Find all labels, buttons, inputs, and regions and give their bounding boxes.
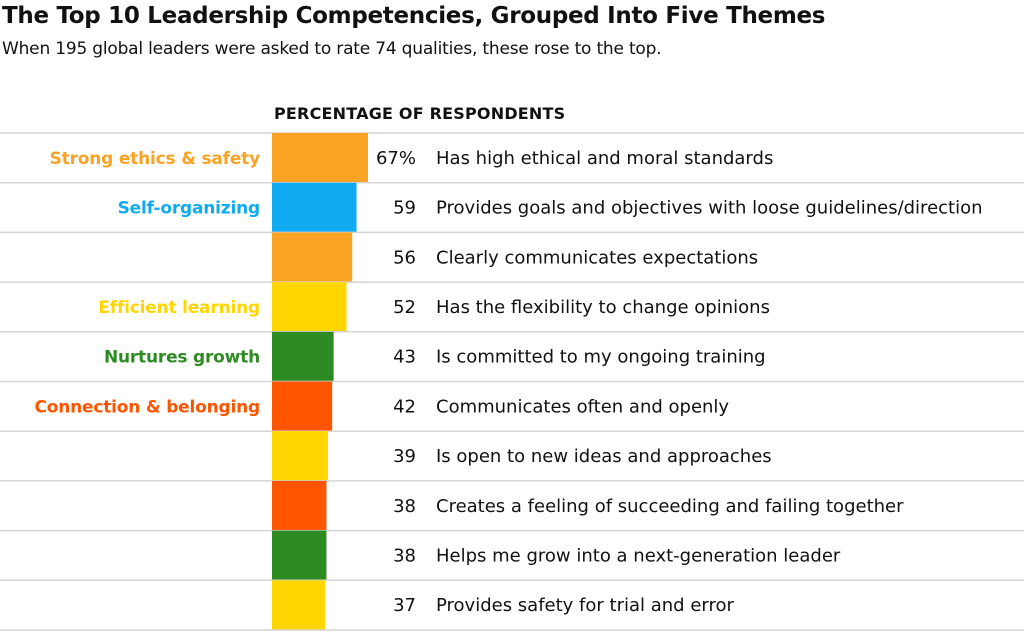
theme-label: Strong ethics & safety [50, 149, 261, 169]
theme-label: Efficient learning [98, 298, 260, 318]
category-label: Is committed to my ongoing training [436, 347, 766, 368]
bar [272, 580, 326, 630]
chart-title: The Top 10 Leadership Competencies, Grou… [2, 3, 826, 29]
bar [272, 182, 357, 233]
value-label: 42 [393, 396, 416, 417]
theme-label: Connection & belonging [34, 397, 260, 417]
category-label: Has the flexibility to change opinions [436, 297, 770, 318]
chart-subtitle: When 195 global leaders were asked to ra… [2, 39, 662, 59]
category-label: Is open to new ideas and approaches [436, 446, 772, 467]
category-label: Provides goals and objectives with loose… [436, 198, 983, 219]
value-label: 56 [393, 247, 416, 268]
value-label: 38 [393, 496, 416, 517]
bar [272, 530, 327, 581]
bar [272, 232, 353, 283]
category-label: Provides safety for trial and error [436, 595, 735, 616]
bar [272, 381, 333, 432]
value-label: 52 [393, 297, 416, 318]
bar [272, 282, 347, 332]
bar [272, 431, 328, 481]
category-label: Has high ethical and moral standards [436, 148, 773, 169]
axis-label: PERCENTAGE OF RESPONDENTS [274, 104, 566, 123]
category-label: Communicates often and openly [436, 396, 729, 417]
bar [272, 133, 368, 183]
category-label: Helps me grow into a next-generation lea… [436, 545, 841, 566]
theme-label: Nurtures growth [104, 348, 260, 368]
category-label: Clearly communicates expectations [436, 247, 758, 268]
bar [272, 480, 327, 531]
theme-label: Self-organizing [118, 199, 260, 219]
value-label: 39 [393, 446, 416, 467]
category-label: Creates a feeling of succeeding and fail… [436, 496, 904, 517]
value-label: 59 [393, 198, 416, 219]
value-label: 67% [376, 148, 416, 169]
bar [272, 331, 334, 382]
value-label: 37 [393, 595, 416, 616]
value-label: 38 [393, 545, 416, 566]
value-label: 43 [393, 347, 416, 368]
